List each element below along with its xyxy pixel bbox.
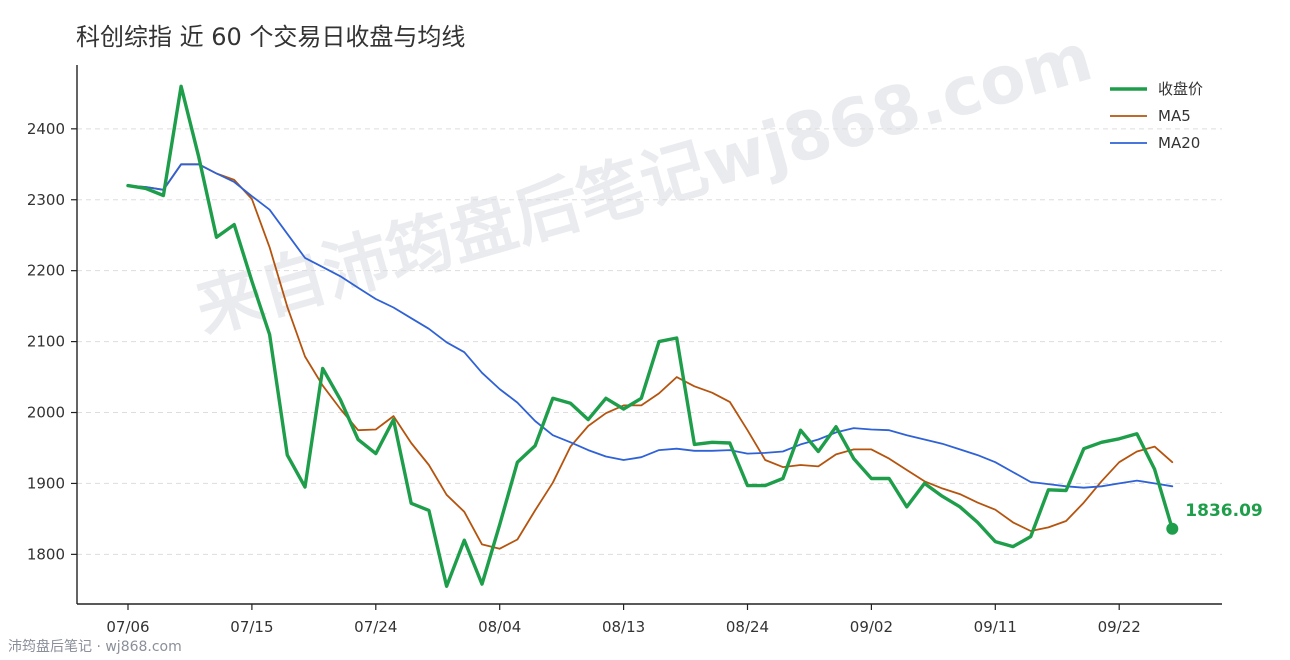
last-point-marker [1166,522,1179,535]
y-tick-label: 2100 [27,333,65,351]
series-line-close [126,84,1175,588]
y-tick-label: 2200 [27,262,65,280]
y-axis-ticks: 1800 1900 2000 2100 2200 2300 2400 [27,120,77,563]
x-tick-label: 08/04 [478,618,521,636]
x-tick-label: 09/02 [850,618,893,636]
legend-label: MA20 [1158,134,1200,152]
y-tick-label: 1900 [27,474,65,492]
x-tick-label: 08/13 [602,618,645,636]
footer-credit: 沛筠盘后笔记 · wj868.com [8,639,182,655]
watermark: 来自沛筠盘后笔记wj868.com [187,19,1100,349]
x-tick-label: 07/06 [106,618,149,636]
y-tick-label: 2000 [27,404,65,422]
x-tick-label: 08/24 [726,618,769,636]
legend-label: MA5 [1158,107,1191,125]
x-tick-label: 09/22 [1098,618,1141,636]
series-lines [126,84,1175,588]
annotations: 1836.09 [1166,501,1263,535]
legend: 收盘价 MA5 MA20 [1110,80,1203,152]
y-tick-label: 2400 [27,120,65,138]
gridlines [77,128,1222,555]
y-tick-label: 1800 [27,545,65,563]
series-line-ma5 [127,163,1174,550]
series-line-ma20 [127,163,1174,489]
x-axis-ticks: 07/06 07/15 07/24 08/04 08/13 08/24 09/02 09/11… [106,604,1141,636]
x-tick-label: 07/15 [230,618,273,636]
y-tick-label: 2300 [27,191,65,209]
chart-title: 科创综指 近 60 个交易日收盘与均线 [76,23,465,51]
legend-label: 收盘价 [1158,80,1203,98]
x-tick-label: 09/11 [974,618,1017,636]
axes [76,65,1222,605]
x-tick-label: 07/24 [354,618,397,636]
last-value-label: 1836.09 [1185,501,1262,521]
